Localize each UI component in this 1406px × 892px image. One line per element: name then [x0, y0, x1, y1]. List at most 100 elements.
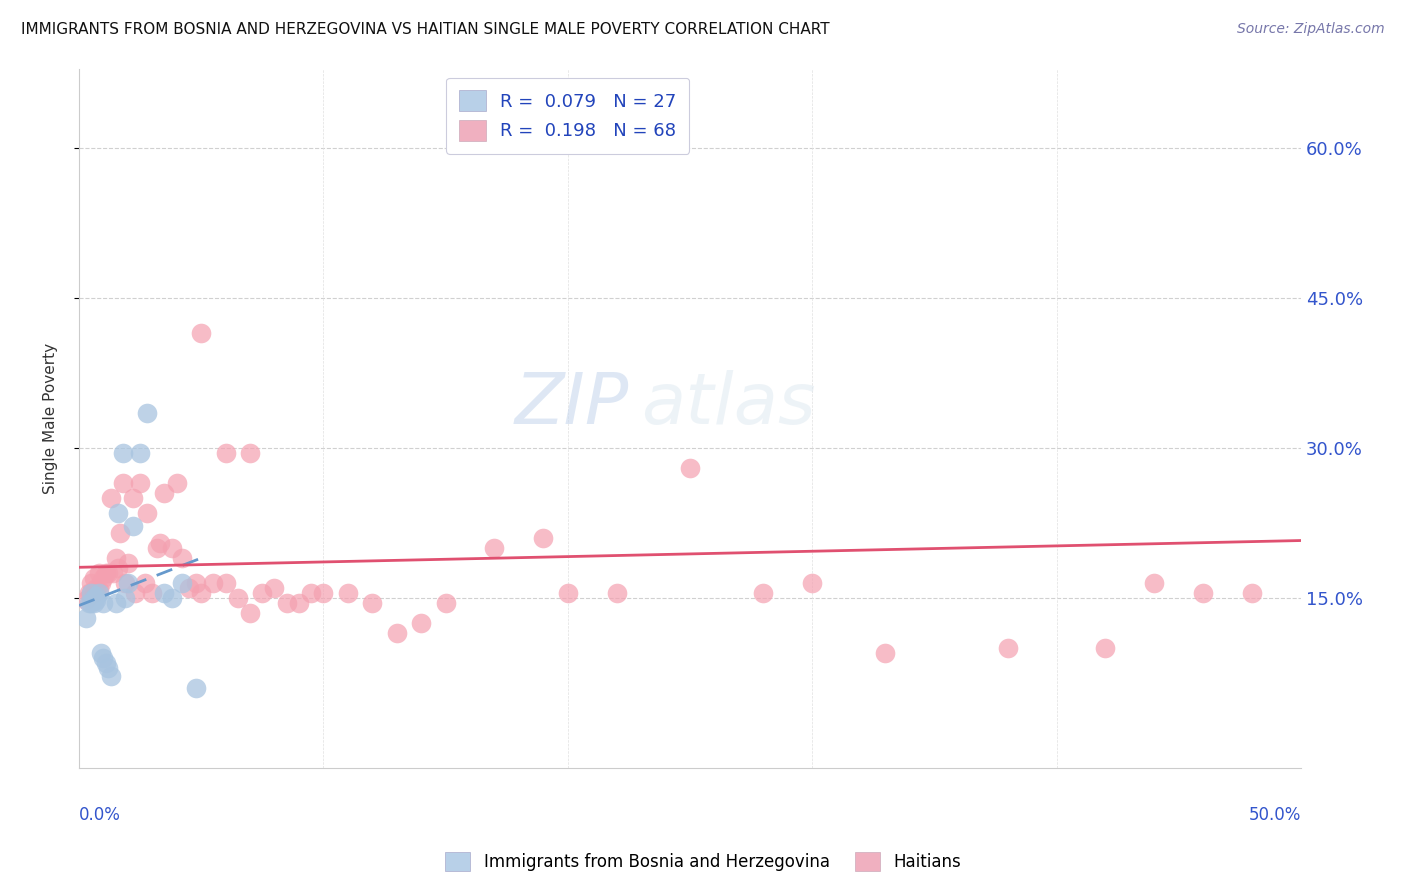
Point	[1143, 575, 1166, 590]
Point	[87, 586, 110, 600]
Point	[101, 566, 124, 580]
Point	[434, 596, 457, 610]
Point	[114, 575, 136, 590]
Point	[136, 406, 159, 420]
Point	[94, 566, 117, 580]
Point	[531, 531, 554, 545]
Point	[557, 586, 579, 600]
Point	[160, 541, 183, 555]
Point	[114, 591, 136, 605]
Y-axis label: Single Male Poverty: Single Male Poverty	[44, 343, 58, 493]
Point	[186, 575, 208, 590]
Point	[134, 575, 156, 590]
Point	[752, 586, 775, 600]
Point	[80, 586, 103, 600]
Point	[226, 591, 249, 605]
Point	[336, 586, 359, 600]
Point	[100, 491, 122, 505]
Point	[129, 446, 152, 460]
Point	[121, 519, 143, 533]
Point	[84, 593, 107, 607]
Point	[166, 476, 188, 491]
Point	[97, 566, 120, 580]
Point	[83, 596, 105, 610]
Point	[288, 596, 311, 610]
Point	[801, 575, 824, 590]
Point	[160, 591, 183, 605]
Point	[276, 596, 298, 610]
Point	[90, 646, 112, 660]
Point	[202, 575, 225, 590]
Text: 0.0%: 0.0%	[79, 806, 121, 824]
Point	[121, 491, 143, 505]
Point	[80, 575, 103, 590]
Point	[153, 586, 176, 600]
Text: 50.0%: 50.0%	[1249, 806, 1301, 824]
Point	[93, 596, 115, 610]
Point	[299, 586, 322, 600]
Point	[679, 461, 702, 475]
Point	[104, 551, 127, 566]
Point	[110, 526, 132, 541]
Point	[90, 575, 112, 590]
Text: ZIP: ZIP	[515, 369, 628, 439]
Point	[104, 596, 127, 610]
Text: atlas: atlas	[641, 369, 815, 439]
Point	[93, 571, 115, 585]
Point	[186, 681, 208, 695]
Point	[84, 589, 107, 603]
Point	[94, 656, 117, 670]
Text: Source: ZipAtlas.com: Source: ZipAtlas.com	[1237, 22, 1385, 37]
Point	[107, 506, 129, 520]
Point	[484, 541, 506, 555]
Point	[190, 326, 212, 341]
Point	[170, 551, 193, 566]
Point	[1094, 640, 1116, 655]
Point	[190, 586, 212, 600]
Point	[214, 446, 236, 460]
Point	[170, 575, 193, 590]
Point	[111, 476, 134, 491]
Point	[107, 561, 129, 575]
Point	[997, 640, 1019, 655]
Point	[87, 582, 110, 597]
Point	[83, 591, 105, 605]
Point	[124, 586, 146, 600]
Legend: Immigrants from Bosnia and Herzegovina, Haitians: Immigrants from Bosnia and Herzegovina, …	[437, 843, 969, 880]
Point	[136, 506, 159, 520]
Point	[239, 606, 262, 620]
Point	[83, 586, 105, 600]
Point	[149, 536, 172, 550]
Point	[97, 661, 120, 675]
Point	[875, 646, 897, 660]
Point	[77, 596, 100, 610]
Point	[361, 596, 384, 610]
Point	[75, 593, 97, 607]
Point	[80, 596, 103, 610]
Point	[214, 575, 236, 590]
Point	[409, 615, 432, 630]
Point	[87, 566, 110, 580]
Point	[100, 669, 122, 683]
Point	[129, 476, 152, 491]
Point	[83, 571, 105, 585]
Point	[93, 650, 115, 665]
Point	[77, 586, 100, 600]
Point	[80, 586, 103, 600]
Point	[75, 611, 97, 625]
Point	[239, 446, 262, 460]
Point	[263, 581, 285, 595]
Point	[84, 581, 107, 595]
Point	[252, 586, 274, 600]
Point	[1240, 586, 1263, 600]
Point	[385, 625, 408, 640]
Point	[146, 541, 169, 555]
Point	[111, 446, 134, 460]
Legend: R =  0.079   N = 27, R =  0.198   N = 68: R = 0.079 N = 27, R = 0.198 N = 68	[446, 78, 689, 153]
Point	[117, 575, 139, 590]
Point	[606, 586, 628, 600]
Point	[117, 556, 139, 570]
Point	[177, 581, 200, 595]
Point	[153, 486, 176, 500]
Point	[312, 586, 335, 600]
